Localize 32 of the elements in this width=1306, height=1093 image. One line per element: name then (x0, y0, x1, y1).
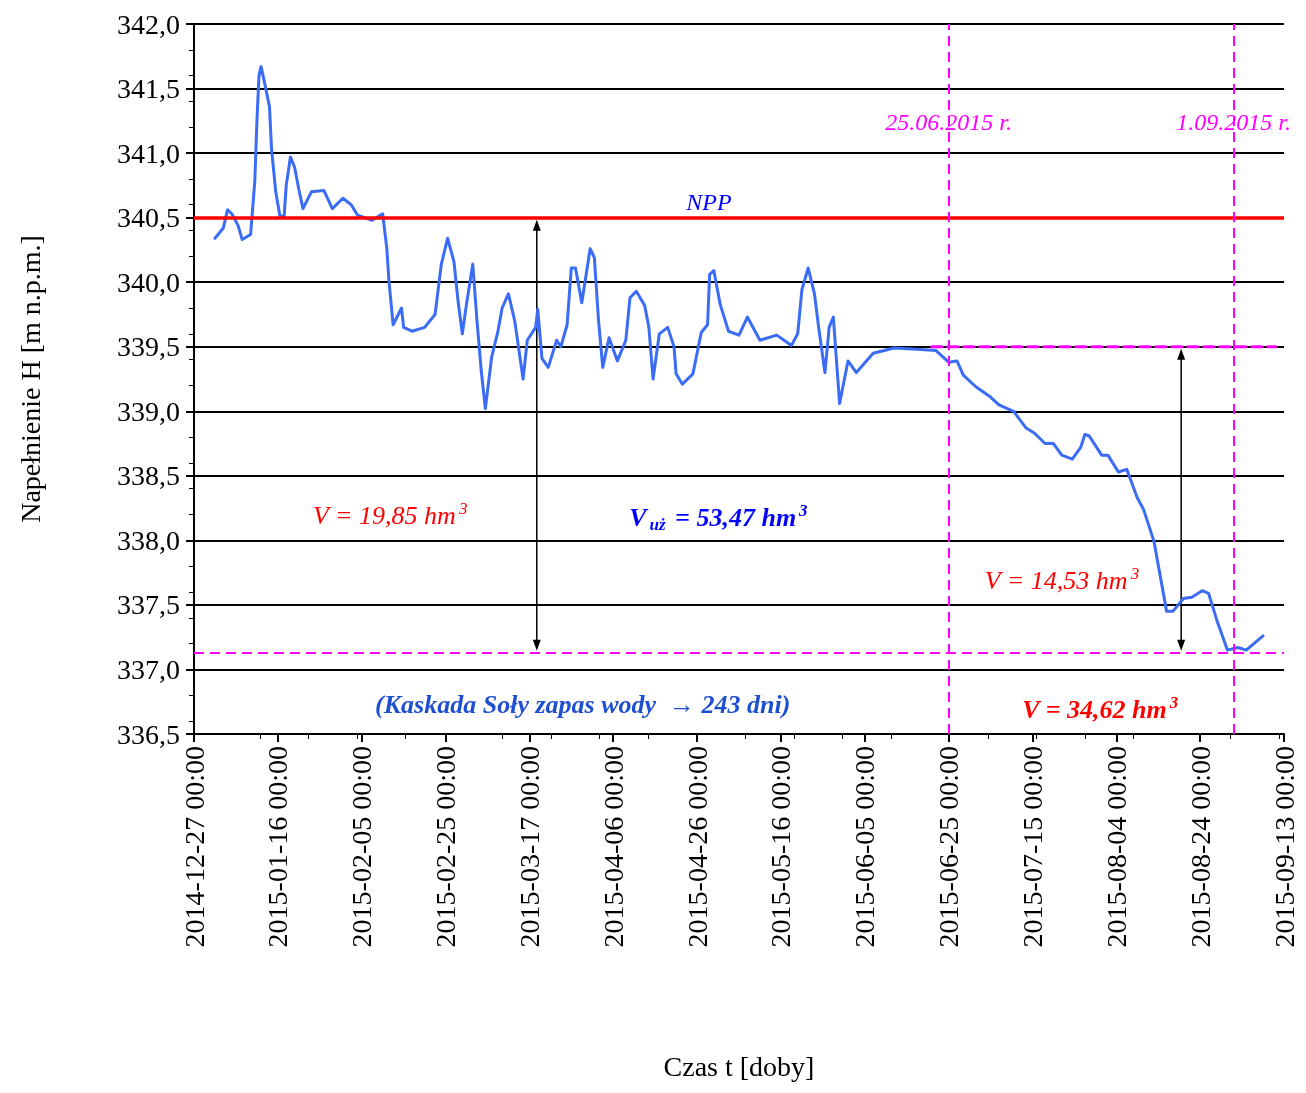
y-tick-label: 336,5 (117, 718, 180, 750)
y-tick-label: 341,0 (117, 137, 180, 169)
x-tick-label: 2015-06-25 00:00 (933, 746, 965, 948)
y-tick-label: 338,5 (117, 460, 180, 492)
y-tick-label: 337,5 (117, 589, 180, 621)
x-tick-label: 2015-04-26 00:00 (681, 746, 713, 948)
x-tick-label: 2015-01-16 00:00 (262, 746, 294, 948)
ref-line-label: 1.09.2015 r. (1176, 109, 1292, 135)
x-tick-label: 2015-09-13 00:00 (1268, 746, 1300, 948)
x-tick-label: 2014-12-27 00:00 (178, 746, 210, 948)
y-tick-label: 339,5 (117, 331, 180, 363)
y-tick-label: 338,0 (117, 524, 180, 556)
x-tick-label: 2015-08-24 00:00 (1184, 746, 1216, 948)
x-tick-label: 2015-05-16 00:00 (765, 746, 797, 948)
ref-line-label: 25.06.2015 r. (885, 109, 1012, 135)
y-tick-label: 342,0 (117, 8, 180, 40)
x-tick-label: 2015-06-05 00:00 (849, 746, 881, 948)
ref-line-label: NPP (685, 188, 732, 215)
x-axis-title: Czas t [doby] (663, 1050, 815, 1082)
x-tick-label: 2015-02-05 00:00 (346, 746, 378, 948)
x-tick-label: 2015-08-04 00:00 (1100, 746, 1132, 948)
y-tick-label: 339,0 (117, 395, 180, 427)
annotation: (Kaskada Soły zapas wody → 243 dni) (375, 690, 791, 720)
y-axis-title: Napełnienie H [m n.p.m.] (14, 235, 46, 523)
x-tick-label: 2015-04-06 00:00 (597, 746, 629, 948)
y-tick-label: 341,5 (117, 73, 180, 105)
x-tick-label: 2015-03-17 00:00 (513, 746, 545, 948)
y-tick-label: 337,0 (117, 653, 180, 685)
x-tick-label: 2015-02-25 00:00 (430, 746, 462, 948)
x-tick-label: 2015-07-15 00:00 (1016, 746, 1048, 948)
y-tick-label: 340,0 (117, 266, 180, 298)
y-tick-label: 340,5 (117, 202, 180, 234)
